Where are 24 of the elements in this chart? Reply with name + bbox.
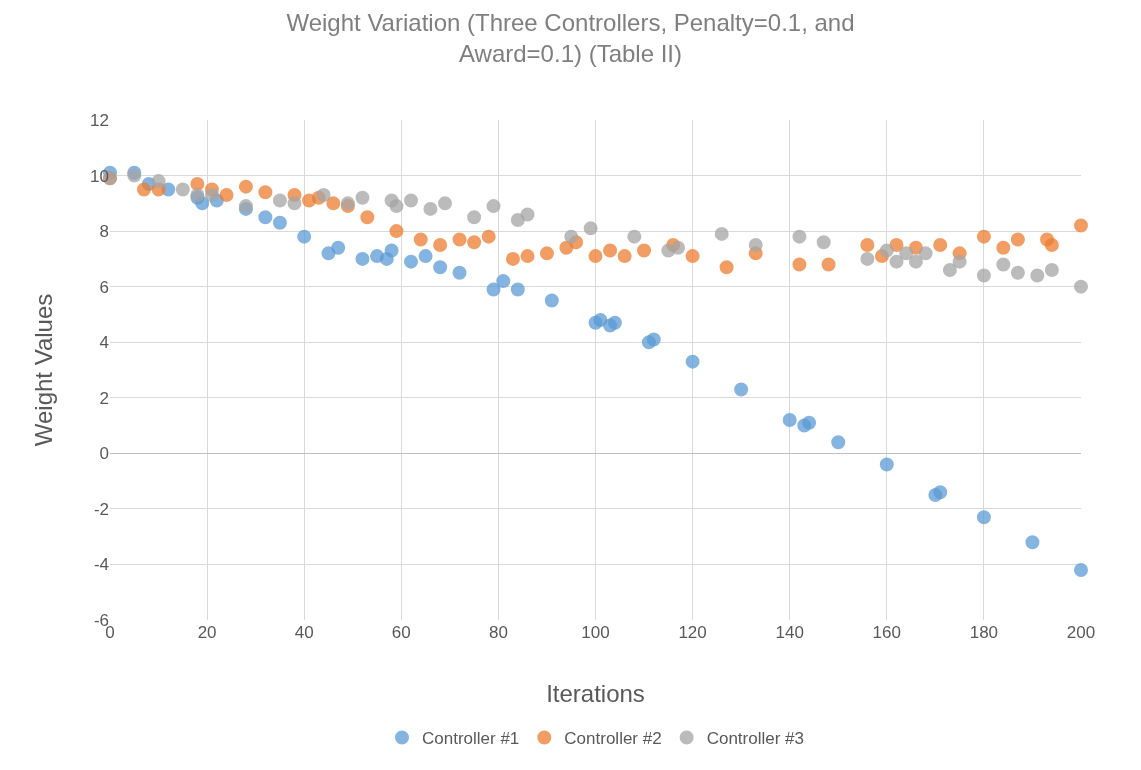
x-tick-label: 60 xyxy=(391,623,411,642)
x-tick-label: 20 xyxy=(197,623,217,642)
y-tick-label: -4 xyxy=(93,555,109,575)
legend-label: Controller #3 xyxy=(706,729,804,749)
y-axis-title: Weight Values xyxy=(30,293,57,447)
x-tick-label: 100 xyxy=(581,623,610,642)
y-tick-label: -2 xyxy=(93,499,109,519)
x-tick-label: 180 xyxy=(969,623,999,642)
y-tick-label: 0 xyxy=(99,444,109,464)
x-axis-title: Iterations xyxy=(546,680,645,707)
y-tick-label: 8 xyxy=(99,222,109,242)
x-tick-label: 80 xyxy=(488,623,508,642)
chart-title: Weight Variation (Three Controllers, Penalty=0.1, and Award=0.1) (Table II) xyxy=(286,8,855,67)
x-tick-label: 160 xyxy=(872,623,901,642)
legend-label: Controller #1 xyxy=(422,729,520,749)
y-tick-label: 6 xyxy=(99,277,109,297)
y-tick-label: 4 xyxy=(99,333,109,353)
x-tick-label: 140 xyxy=(775,623,804,642)
x-tick-label: 40 xyxy=(294,623,314,642)
x-tick-label: 200 xyxy=(1066,623,1096,642)
x-tick-label: 120 xyxy=(678,623,707,642)
y-tick-label: 12 xyxy=(90,110,109,130)
legend-label: Controller #2 xyxy=(564,729,662,749)
y-tick-label: 2 xyxy=(99,388,109,408)
